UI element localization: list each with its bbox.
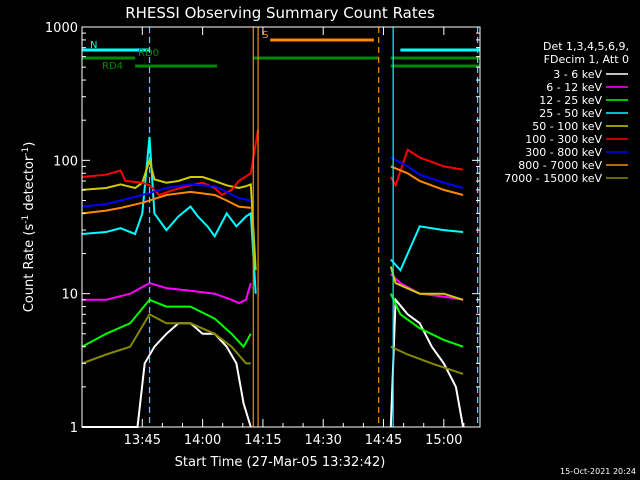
legend-entry-label: 7000 - 15000 keV [504, 172, 602, 185]
x-axis-label: Start Time (27-Mar-05 13:32:42) [175, 455, 386, 470]
legend-entry-label: 3 - 6 keV [553, 68, 602, 81]
series-line-2 [81, 293, 464, 349]
y-axis-label-end: ) [22, 142, 37, 147]
y-axis-label-sup1: -1 [21, 215, 31, 224]
legend-entry-label: 50 - 100 keV [532, 120, 602, 133]
plot-frame [81, 26, 481, 428]
legend-entry-label: 300 - 800 keV [525, 146, 602, 159]
series-line-7 [81, 165, 464, 215]
axes: 13:45 14:00 14:15 14:30 14:45 15:00 1 10 100 1000 [45, 21, 481, 448]
flag-bars: N S RD0 RD4 [82, 30, 480, 72]
x-tick-label: 14:15 [244, 433, 281, 448]
y-tick-label: 100 [53, 154, 78, 169]
legend-entry-label: 25 - 50 keV [539, 107, 602, 120]
series-line-8 [81, 312, 464, 375]
flag-label-rd0: RD0 [138, 48, 159, 59]
x-tick-label: 14:00 [184, 433, 221, 448]
series-lines [81, 129, 465, 428]
y-tick-label: 1 [70, 421, 78, 436]
y-axis-label: Count Rate (s-1 detector-1) [21, 142, 37, 313]
legend: Det 1,3,4,5,6,9,FDecim 1, Att 0 3 - 6 keV… [504, 40, 629, 185]
flag-label-n: N [90, 40, 97, 51]
footer-date: 15-Oct-2021 20:24 [560, 467, 636, 476]
y-axis-label-main: Count Rate (s [22, 224, 37, 313]
legend-header: Det 1,3,4,5,6,9, [543, 40, 629, 53]
x-tick-label: 14:30 [304, 433, 341, 448]
y-axis-label-sup2: -1 [21, 147, 31, 156]
chart-title: RHESSI Observing Summary Count Rates [125, 4, 435, 22]
legend-entry-label: 100 - 300 keV [525, 133, 602, 146]
flag-label-rd4: RD4 [102, 61, 123, 72]
legend-entry-label: 800 - 7000 keV [518, 159, 602, 172]
x-tick-label: 13:45 [124, 433, 161, 448]
flag-label-s: S [262, 30, 268, 41]
series-line-4 [81, 156, 464, 301]
event-lines [148, 27, 479, 427]
series-line-3 [81, 136, 464, 294]
x-tick-label: 14:45 [365, 433, 402, 448]
legend-entry-label: 6 - 12 keV [546, 81, 602, 94]
series-line-6 [81, 156, 464, 208]
legend-entry-label: 12 - 25 keV [539, 94, 602, 107]
series-line-5 [81, 129, 464, 197]
y-tick-label: 10 [61, 288, 78, 303]
y-tick-label: 1000 [45, 21, 78, 36]
y-axis-label-mid: detector [22, 155, 37, 215]
legend-header: FDecim 1, Att 0 [544, 53, 629, 66]
x-tick-label: 15:00 [425, 433, 462, 448]
